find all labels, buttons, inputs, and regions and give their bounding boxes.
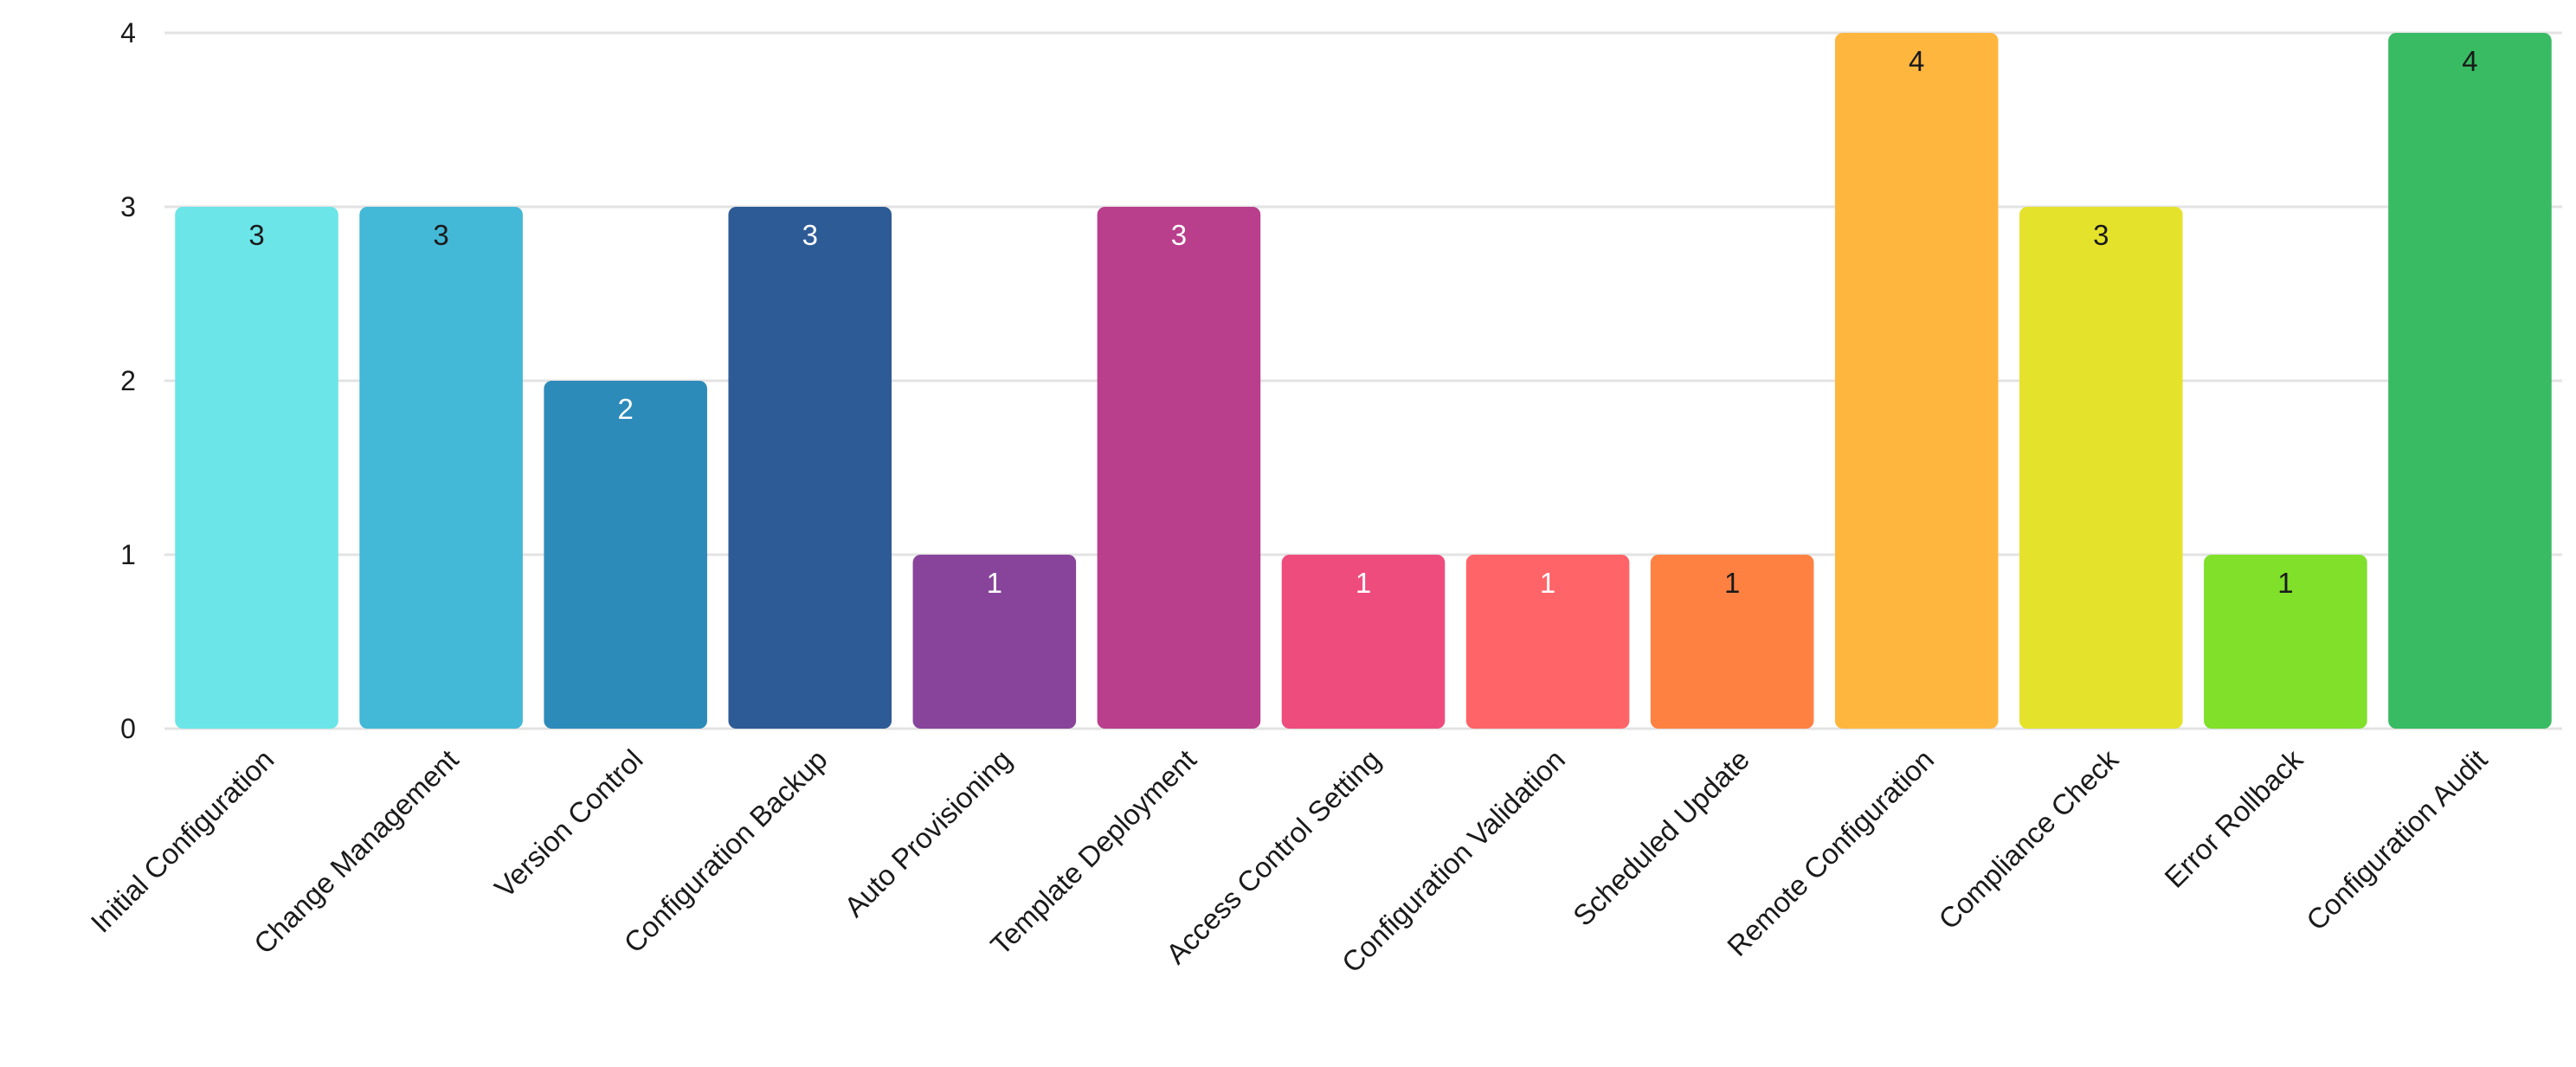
x-category-label: Initial Configuration [85, 743, 280, 939]
bar [1097, 207, 1261, 729]
x-category-label: Version Control [488, 743, 649, 904]
data-label: 1 [1540, 567, 1555, 599]
bar [359, 207, 523, 729]
bar [2388, 33, 2552, 729]
bars [175, 33, 2552, 729]
x-category-label: Auto Provisioning [838, 743, 1018, 923]
y-tick-label: 1 [120, 539, 136, 570]
x-category-label: Configuration Audit [2300, 743, 2493, 936]
data-label: 1 [1724, 567, 1740, 599]
data-label: 3 [248, 219, 264, 251]
x-category-label: Change Management [248, 743, 465, 961]
data-label: 3 [802, 219, 818, 251]
data-label: 4 [1909, 45, 1924, 77]
bar [1281, 555, 1446, 729]
data-label: 3 [1171, 219, 1187, 251]
bar [1834, 33, 1999, 729]
bar [2204, 555, 2367, 729]
x-category-label: Error Rollback [2158, 742, 2309, 893]
data-label: 4 [2462, 45, 2477, 77]
x-category-label: Template Deployment [984, 743, 1202, 961]
x-category-label: Configuration Backup [617, 743, 833, 959]
data-label: 2 [618, 393, 634, 425]
bar [1465, 555, 1630, 729]
y-tick-label: 4 [120, 17, 136, 48]
bar [912, 555, 1077, 729]
bar [175, 207, 338, 729]
y-tick-label: 0 [120, 713, 136, 744]
x-category-label: Remote Configuration [1721, 743, 1940, 962]
x-category-label: Compliance Check [1932, 742, 2124, 935]
bar [544, 381, 707, 729]
data-label: 1 [2277, 567, 2293, 599]
x-category-label: Access Control Setting [1160, 743, 1387, 970]
y-tick-label: 2 [120, 365, 136, 396]
bar [1650, 555, 1814, 729]
y-axis-tick-labels: 0 1 2 3 4 [120, 17, 136, 744]
y-tick-label: 3 [120, 191, 136, 222]
data-label: 3 [2093, 219, 2109, 251]
data-labels: 3 3 2 3 1 3 1 1 1 4 3 1 4 [248, 45, 2477, 599]
data-label: 3 [433, 219, 448, 251]
data-label: 1 [987, 567, 1002, 599]
bar [2019, 207, 2183, 729]
data-label: 1 [1356, 567, 1371, 599]
x-category-label: Scheduled Update [1567, 743, 1755, 932]
bar [728, 207, 892, 729]
